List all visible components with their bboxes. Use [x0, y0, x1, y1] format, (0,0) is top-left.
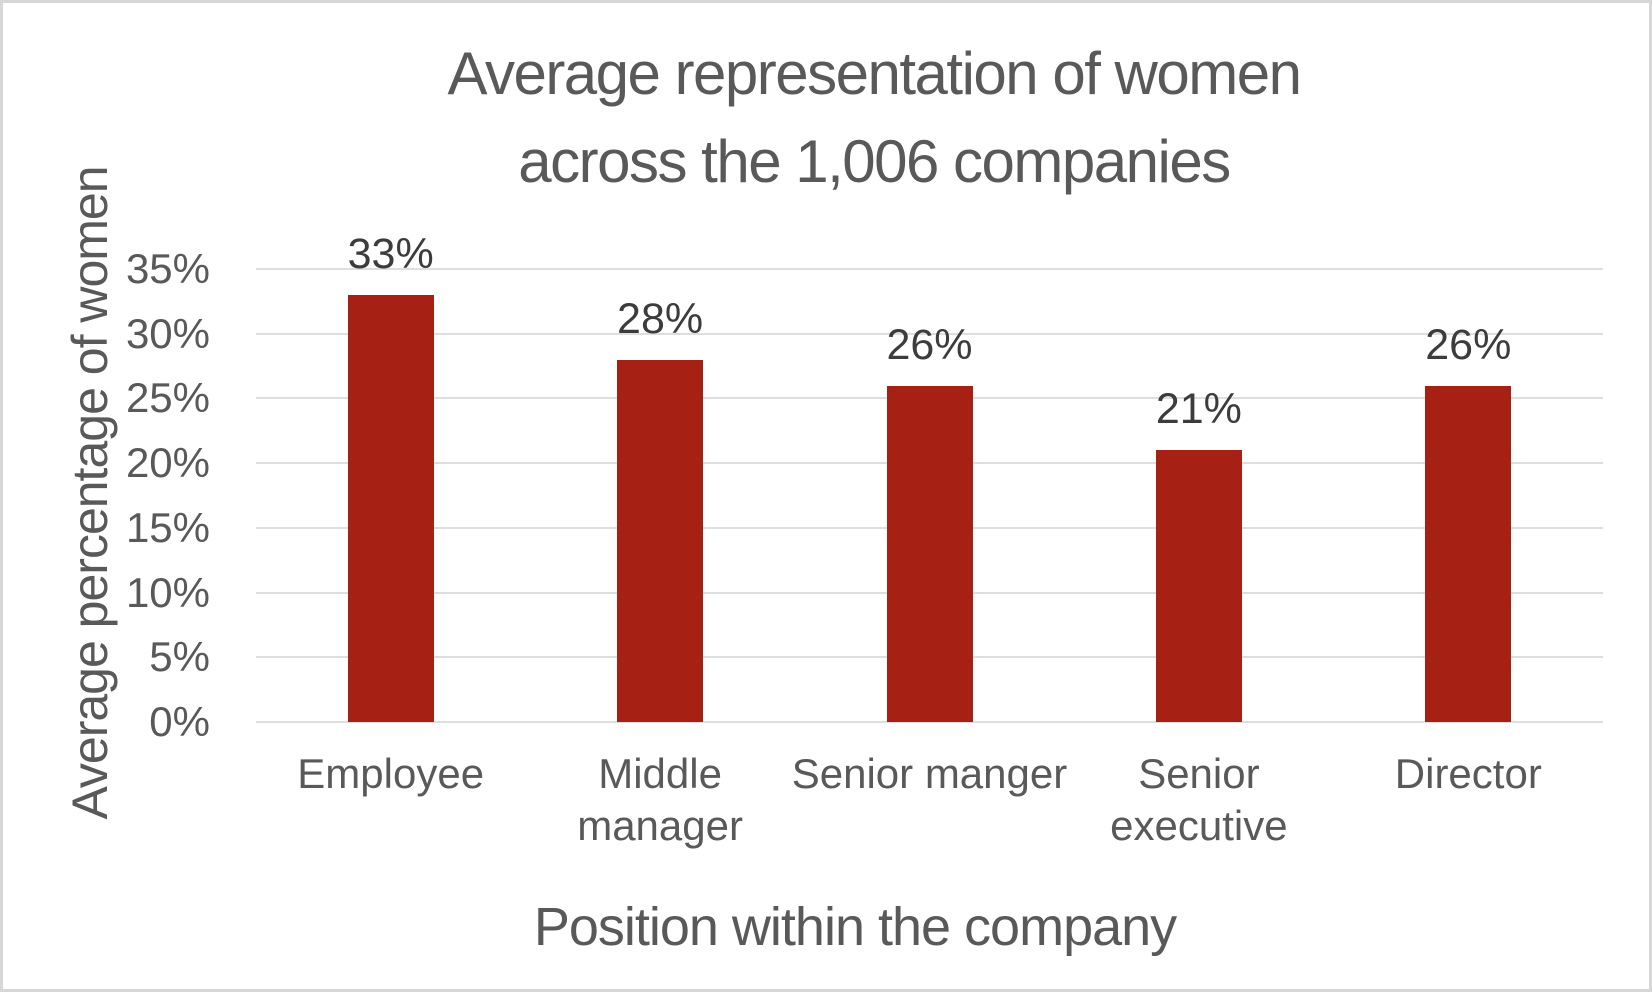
y-tick-label: 20%: [125, 439, 210, 487]
x-axis-title: Position within the company: [533, 897, 1177, 957]
y-tick-label: 10%: [125, 568, 210, 616]
chart-title-line-2: across the 1,006 companies: [518, 128, 1231, 195]
bar-senior-manger: [886, 385, 973, 722]
y-tick-label: 5%: [149, 633, 210, 681]
bar-data-label: 26%: [1425, 320, 1512, 369]
y-tick-label: 25%: [125, 374, 210, 422]
y-tick-label: 15%: [125, 503, 210, 551]
bar-employee: [347, 294, 434, 722]
bar-data-label: 28%: [617, 294, 704, 343]
bar-middle-manager: [617, 359, 704, 722]
x-category-label: Director: [1394, 750, 1542, 797]
y-tick-label: 30%: [125, 309, 210, 357]
x-category-label: Middle manager: [577, 750, 743, 849]
chart-title: Average representation of women across t…: [93, 30, 1649, 206]
x-category-label: Senior manger: [791, 750, 1068, 797]
bar-director: [1425, 385, 1512, 722]
x-category-label: Senior executive: [1110, 750, 1288, 849]
y-tick-label: 0%: [149, 698, 210, 745]
gridline: [256, 332, 1603, 335]
y-tick-label: 35%: [125, 245, 210, 292]
bar-data-label: 21%: [1155, 385, 1242, 434]
bar-senior-executive: [1155, 450, 1242, 722]
bar-data-label: 26%: [886, 320, 973, 369]
gridline: [256, 721, 1603, 723]
gridline: [256, 268, 1603, 270]
x-category-label: Employee: [297, 750, 485, 797]
x-axis-category-labels: Employee Middle manager Senior manger Senio…: [3, 3, 1649, 989]
plot-area: 33% 28% 26% 21% 26%: [256, 231, 1603, 723]
y-axis-tick-labels: 0% 5% 10% 15% 20% 25% 30% 35%: [3, 3, 1649, 989]
chart-title-line-1: Average representation of women: [447, 40, 1302, 107]
bar-data-label: 33%: [347, 229, 434, 278]
